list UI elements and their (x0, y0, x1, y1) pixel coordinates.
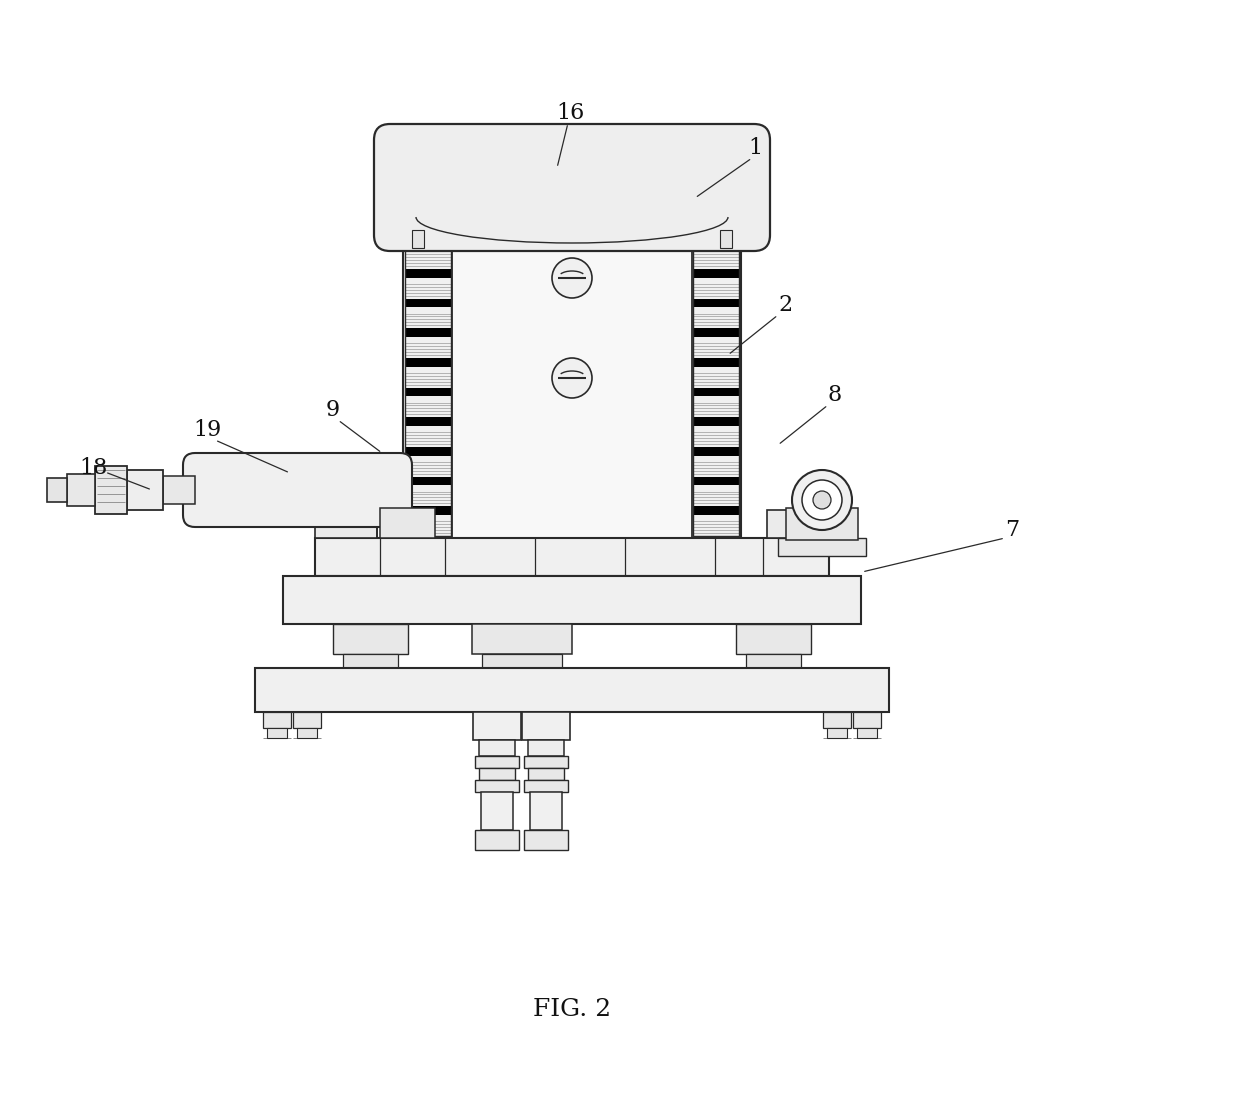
Bar (405, 358, 451, 366)
Bar (453, 183, 692, 538)
Bar (693, 269, 739, 278)
Bar (403, 178, 742, 538)
Bar (857, 728, 877, 738)
Bar (737, 624, 811, 654)
Text: 18: 18 (79, 457, 107, 479)
Bar (720, 230, 732, 248)
Bar (481, 792, 513, 830)
Bar (768, 510, 830, 538)
Circle shape (792, 470, 852, 530)
Bar (693, 446, 739, 455)
Bar (786, 508, 858, 540)
Text: 16: 16 (556, 102, 584, 124)
Bar (827, 728, 847, 738)
Bar (693, 328, 739, 337)
Bar (693, 239, 739, 248)
Bar (405, 417, 451, 426)
Bar (472, 624, 572, 654)
Circle shape (552, 358, 591, 398)
Bar (475, 756, 520, 768)
FancyBboxPatch shape (184, 453, 412, 527)
Circle shape (813, 491, 831, 509)
Text: FIG. 2: FIG. 2 (533, 998, 611, 1021)
Bar (343, 654, 398, 672)
Bar (315, 538, 830, 576)
Text: 19: 19 (193, 419, 221, 441)
Bar (267, 728, 286, 738)
Bar (405, 328, 451, 337)
Bar (693, 507, 739, 514)
Bar (315, 510, 377, 538)
Text: 8: 8 (828, 384, 842, 406)
Bar (255, 668, 889, 712)
Bar (405, 180, 451, 536)
Bar (162, 476, 195, 504)
Circle shape (802, 480, 842, 520)
Bar (528, 768, 564, 780)
FancyBboxPatch shape (374, 124, 770, 251)
Text: 7: 7 (1004, 519, 1019, 541)
Bar (525, 756, 568, 768)
Bar (525, 780, 568, 792)
Circle shape (552, 258, 591, 298)
Bar (126, 470, 162, 510)
Bar (67, 474, 95, 506)
Bar (475, 830, 520, 850)
Bar (482, 654, 562, 672)
Bar (293, 712, 321, 728)
Bar (479, 768, 515, 780)
Bar (405, 239, 451, 248)
Bar (693, 180, 739, 189)
Bar (405, 180, 451, 189)
Bar (405, 387, 451, 396)
Bar (95, 466, 126, 514)
Bar (405, 477, 451, 485)
Bar (47, 478, 67, 502)
Bar (525, 830, 568, 850)
Bar (405, 446, 451, 455)
Bar (334, 624, 408, 654)
Bar (412, 230, 424, 248)
Bar (405, 298, 451, 307)
Bar (528, 740, 564, 756)
Bar (379, 508, 435, 538)
Bar (283, 576, 861, 624)
Bar (693, 387, 739, 396)
Text: 9: 9 (326, 399, 340, 421)
Bar (693, 477, 739, 485)
Bar (405, 507, 451, 514)
Bar (693, 210, 739, 218)
Bar (823, 712, 851, 728)
Bar (777, 538, 866, 556)
Bar (479, 740, 515, 756)
Text: 1: 1 (748, 137, 763, 159)
Bar (529, 792, 562, 830)
Bar (693, 180, 739, 536)
Bar (263, 712, 291, 728)
Text: 2: 2 (777, 294, 792, 316)
Bar (405, 269, 451, 278)
Bar (693, 417, 739, 426)
Bar (693, 298, 739, 307)
Bar (475, 780, 520, 792)
Bar (405, 210, 451, 218)
Bar (853, 712, 880, 728)
Bar (472, 712, 521, 740)
Bar (522, 712, 570, 740)
Bar (298, 728, 317, 738)
Bar (693, 358, 739, 366)
Bar (746, 654, 801, 672)
